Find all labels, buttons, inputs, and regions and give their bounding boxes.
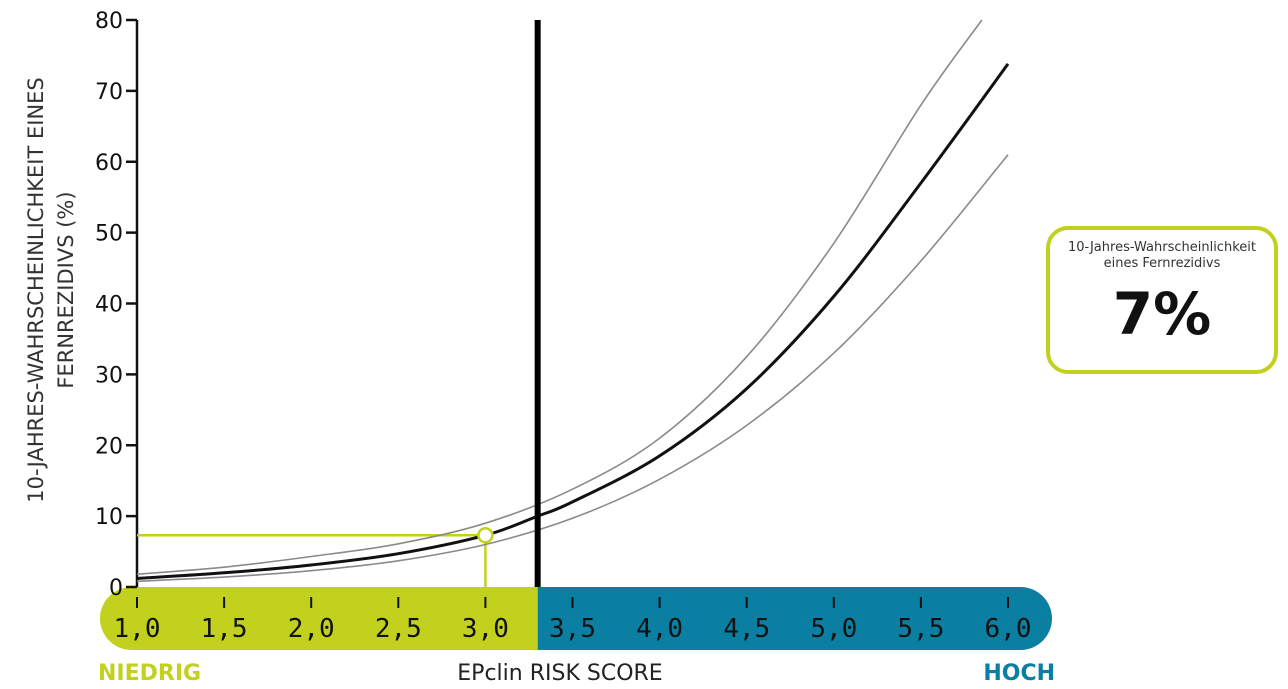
- result-value: 7%: [1112, 280, 1212, 348]
- x-tick-label: 4,5: [723, 614, 770, 644]
- y-axis-label-container: 10-JAHRES-WAHRSCHEINLICHKEIT EINES FERNR…: [6, 0, 96, 580]
- curves: [136, 19, 1010, 583]
- x-tick-label: 3,0: [462, 614, 509, 644]
- x-tick-label: 1,5: [201, 614, 248, 644]
- marker-group: [477, 527, 494, 544]
- y-tick-label: 10: [95, 505, 123, 530]
- risk-curve: [136, 63, 1010, 580]
- patient-score-marker: [477, 527, 494, 544]
- x-tick-label: 2,0: [288, 614, 335, 644]
- high-risk-band: [537, 587, 1053, 650]
- x-tick-label: 6,0: [985, 614, 1032, 644]
- upper-confidence-curve: [136, 19, 983, 575]
- y-tick-label: 80: [95, 9, 123, 34]
- y-tick-label: 30: [95, 363, 123, 388]
- x-tick-label: 2,5: [375, 614, 422, 644]
- result-box: 10-Jahres-Wahrscheinlichkeit eines Fernr…: [1046, 226, 1278, 374]
- x-axis-title: EPclin RISK SCORE: [457, 661, 663, 686]
- risk-score-bar: 1,0 1,5 2,0 2,5 3,0 3,5 4,0 4,5 5,0 5,5 6,0: [100, 587, 1053, 650]
- result-caption: 10-Jahres-Wahrscheinlichkeit eines Fernr…: [1068, 240, 1256, 271]
- y-tick-label: 50: [95, 222, 123, 247]
- chart-axes: 0 10 20 30 40 50 60 70 80: [95, 9, 139, 601]
- x-tick-label: 3,5: [549, 614, 596, 644]
- x-tick-label: 5,0: [810, 614, 857, 644]
- lower-confidence-curve: [136, 154, 1009, 583]
- low-risk-band: [100, 587, 538, 650]
- y-tick-label: 0: [109, 576, 123, 601]
- x-tick-label: 5,5: [897, 614, 944, 644]
- y-tick-label: 40: [95, 293, 123, 318]
- y-tick-label: 60: [95, 151, 123, 176]
- low-risk-label: NIEDRIG: [98, 661, 202, 686]
- y-tick-label: 20: [95, 434, 123, 459]
- x-tick-label: 4,0: [636, 614, 683, 644]
- x-tick-label: 1,0: [114, 614, 161, 644]
- y-axis-label: 10-JAHRES-WAHRSCHEINLICHKEIT EINES FERNR…: [24, 77, 78, 503]
- y-tick-label: 70: [95, 80, 123, 105]
- high-risk-label: HOCH: [983, 661, 1055, 686]
